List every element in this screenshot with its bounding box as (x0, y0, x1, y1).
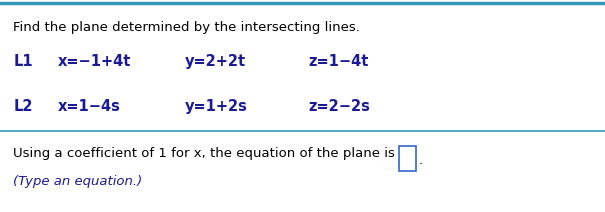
Text: x=1−4s: x=1−4s (57, 99, 120, 114)
Text: .: . (419, 154, 423, 167)
Text: x=−1+4t: x=−1+4t (57, 54, 131, 69)
Text: y=2+2t: y=2+2t (185, 54, 246, 69)
Text: Find the plane determined by the intersecting lines.: Find the plane determined by the interse… (13, 21, 360, 34)
Text: z=2−2s: z=2−2s (309, 99, 370, 114)
Text: L2: L2 (13, 99, 33, 114)
Text: L1: L1 (13, 54, 33, 69)
Text: Using a coefficient of 1 for x, the equation of the plane is: Using a coefficient of 1 for x, the equa… (13, 147, 395, 160)
Text: (Type an equation.): (Type an equation.) (13, 175, 143, 188)
Text: y=1+2s: y=1+2s (185, 99, 247, 114)
Text: z=1−4t: z=1−4t (309, 54, 369, 69)
